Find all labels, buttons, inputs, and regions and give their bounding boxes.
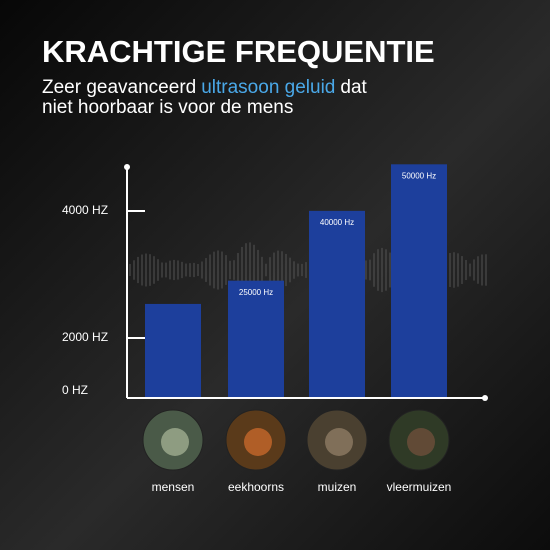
category-label: vleermuizen [387, 480, 452, 494]
bar [228, 280, 284, 397]
plot: 0 HZ 2000 HZ 4000 HZ mensen 25000 Hz eekhoorn… [62, 164, 488, 494]
photo-subject [161, 428, 189, 456]
bar [309, 210, 365, 397]
bar [145, 303, 201, 397]
photo-subject [244, 428, 272, 456]
axis-end [124, 164, 130, 170]
category-label: mensen [152, 480, 195, 494]
bar [391, 164, 447, 397]
y-axis-label: 0 HZ [62, 383, 88, 397]
subtitle-part: dat [340, 77, 367, 98]
value-label: 25000 Hz [239, 288, 273, 297]
value-label: 40000 Hz [320, 218, 354, 227]
title: KRACHTIGE FREQUENTIE [42, 34, 435, 69]
subtitle-line: niet hoorbaar is voor de mens [42, 97, 293, 118]
axis-end [482, 395, 488, 401]
category-label: muizen [318, 480, 357, 494]
y-axis-label: 2000 HZ [62, 330, 108, 344]
subtitle-highlight: ultrasoon geluid [201, 77, 335, 98]
y-axis-label: 4000 HZ [62, 203, 108, 217]
category-label: eekhoorns [228, 480, 284, 494]
value-label: 50000 Hz [402, 171, 436, 180]
photo-subject [325, 428, 353, 456]
subtitle-part: Zeer geavanceerd [42, 77, 196, 98]
subtitle: Zeer geavanceerd ultrasoon geluid dat [42, 77, 368, 98]
photo-subject [407, 428, 435, 456]
